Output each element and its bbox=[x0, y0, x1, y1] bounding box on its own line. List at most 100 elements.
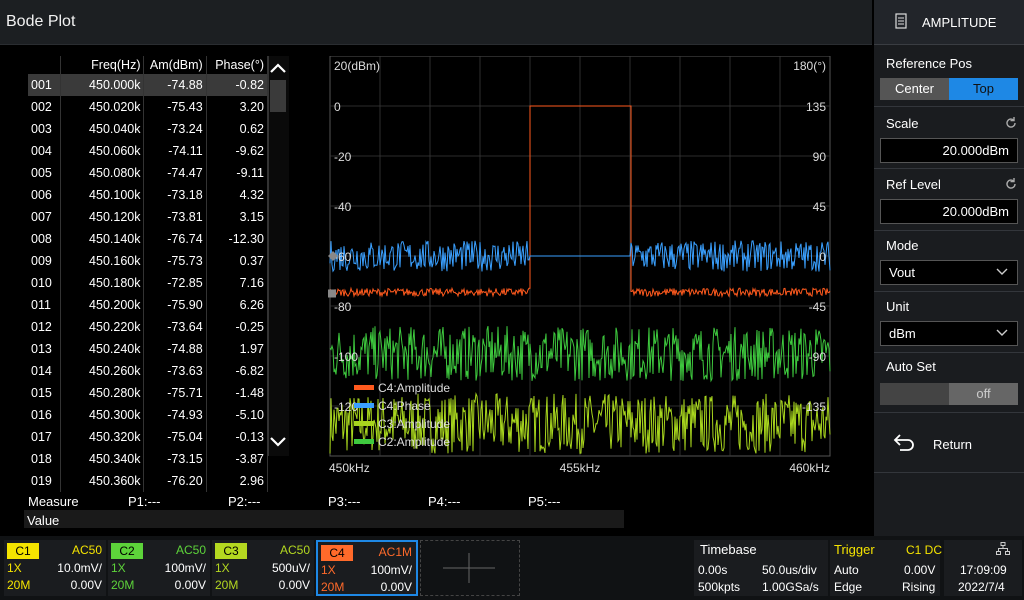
legend-label: C4:Phase bbox=[378, 399, 431, 413]
table-row[interactable]: 019 450.360k -76.20 2.96 bbox=[28, 470, 269, 492]
y-right-tick-label: -135 bbox=[802, 400, 826, 414]
y-right-tick-label: 45 bbox=[813, 200, 827, 214]
left-axis-title: 20(dBm) bbox=[334, 59, 380, 73]
channel-box-c1[interactable]: C1 AC50 1X 10.0mV/20M 0.00V bbox=[4, 540, 106, 596]
clock-date: 2022/7/4 bbox=[958, 580, 1005, 594]
timebase-label: Timebase bbox=[700, 542, 757, 557]
timebase-scale: 50.0us/div bbox=[762, 563, 817, 577]
table-row[interactable]: 015 450.280k -75.71 -1.48 bbox=[28, 382, 269, 404]
add-channel-button[interactable] bbox=[420, 540, 520, 596]
cell-phase: -0.13 bbox=[206, 426, 269, 448]
measure-label: Measure bbox=[28, 494, 79, 509]
channel-tag: C1 bbox=[7, 543, 39, 559]
table-row[interactable]: 002 450.020k -75.43 3.20 bbox=[28, 96, 269, 118]
table-row[interactable]: 018 450.340k -73.15 -3.87 bbox=[28, 448, 269, 470]
table-row[interactable]: 017 450.320k -75.04 -0.13 bbox=[28, 426, 269, 448]
divider bbox=[874, 412, 1024, 413]
table-row[interactable]: 012 450.220k -73.64 -0.25 bbox=[28, 316, 269, 338]
col-header-amplitude: Am(dBm) bbox=[143, 56, 207, 74]
trigger-box[interactable] bbox=[830, 540, 940, 596]
bode-data-table: Freq(Hz) Am(dBm) Phase(°) 001 450.000k -74… bbox=[28, 56, 269, 492]
measure-p5: P5:--- bbox=[528, 494, 561, 509]
cell-phase: 3.20 bbox=[206, 96, 269, 118]
cell-freq: 450.260k bbox=[60, 360, 145, 382]
cell-idx: 002 bbox=[28, 96, 62, 118]
unit-select[interactable]: dBm bbox=[880, 321, 1018, 346]
table-row[interactable]: 005 450.080k -74.47 -9.11 bbox=[28, 162, 269, 184]
cell-idx: 008 bbox=[28, 228, 62, 250]
cell-freq: 450.060k bbox=[60, 140, 145, 162]
legend-label: C4:Amplitude bbox=[378, 381, 450, 395]
table-row[interactable]: 016 450.300k -74.93 -5.10 bbox=[28, 404, 269, 426]
reset-icon[interactable] bbox=[1004, 116, 1018, 130]
x-tick-label: 455kHz bbox=[560, 461, 601, 475]
scale-input[interactable]: 20.000dBm bbox=[880, 138, 1018, 163]
reference-center-option[interactable]: Center bbox=[880, 78, 949, 100]
col-header-freq: Freq(Hz) bbox=[60, 56, 145, 74]
cell-freq: 450.120k bbox=[60, 206, 145, 228]
ref-level-input[interactable]: 20.000dBm bbox=[880, 199, 1018, 224]
mode-select[interactable]: Vout bbox=[880, 260, 1018, 285]
table-scrollbar[interactable] bbox=[268, 56, 289, 456]
reference-top-option[interactable]: Top bbox=[949, 78, 1018, 100]
channel-box-c3[interactable]: C3 AC50 1X 500uV/20M 0.00V bbox=[212, 540, 314, 596]
cell-phase: 1.97 bbox=[206, 338, 269, 360]
x-tick-label: 450kHz bbox=[329, 461, 370, 475]
table-row[interactable]: 007 450.120k -73.81 3.15 bbox=[28, 206, 269, 228]
cell-freq: 450.180k bbox=[60, 272, 145, 294]
channel-scale: 100mV/ bbox=[164, 561, 206, 575]
timebase-box[interactable] bbox=[694, 540, 828, 596]
table-row[interactable]: 014 450.260k -73.63 -6.82 bbox=[28, 360, 269, 382]
table-row[interactable]: 001 450.000k -74.88 -0.82 bbox=[28, 74, 269, 96]
cell-phase: 3.15 bbox=[206, 206, 269, 228]
cell-freq: 450.200k bbox=[60, 294, 145, 316]
cell-freq: 450.240k bbox=[60, 338, 145, 360]
table-row[interactable]: 011 450.200k -75.90 6.26 bbox=[28, 294, 269, 316]
bode-chart[interactable]: 0 -20 -40 -60 -80 -100 -120 135 90 45 0 -45 -90 -135 2… bbox=[328, 56, 832, 476]
cell-freq: 450.360k bbox=[60, 470, 145, 492]
channel-box-c2[interactable]: C2 AC50 1X 100mV/20M 0.00V bbox=[108, 540, 210, 596]
channel-bandwidth: 20M bbox=[321, 580, 345, 594]
channel-probe: 1X bbox=[215, 561, 230, 575]
table-row[interactable]: 004 450.060k -74.11 -9.62 bbox=[28, 140, 269, 162]
channel-probe: 1X bbox=[111, 561, 126, 575]
cell-idx: 017 bbox=[28, 426, 62, 448]
cell-freq: 450.100k bbox=[60, 184, 145, 206]
scale-label: Scale bbox=[886, 116, 919, 131]
cell-phase: -9.11 bbox=[206, 162, 269, 184]
cell-phase: -6.82 bbox=[206, 360, 269, 382]
cell-amp: -73.81 bbox=[143, 206, 207, 228]
divider bbox=[874, 106, 1024, 107]
trigger-slope: Rising bbox=[902, 580, 936, 594]
legend-label: C3:Amplitude bbox=[378, 417, 450, 431]
cell-idx: 018 bbox=[28, 448, 62, 470]
divider bbox=[874, 168, 1024, 169]
channel-coupling: AC50 bbox=[175, 543, 206, 557]
table-row[interactable]: 006 450.100k -73.18 4.32 bbox=[28, 184, 269, 206]
cell-amp: -73.63 bbox=[143, 360, 207, 382]
chevron-down-icon[interactable] bbox=[270, 436, 286, 448]
mode-value: Vout bbox=[889, 265, 916, 280]
table-row[interactable]: 009 450.160k -75.73 0.37 bbox=[28, 250, 269, 272]
channel-bandwidth: 20M bbox=[7, 578, 31, 592]
channel-box-c4[interactable]: C4 AC1M 1X 100mV/20M 0.00V bbox=[316, 540, 418, 596]
cell-idx: 009 bbox=[28, 250, 62, 272]
cell-amp: -74.88 bbox=[143, 74, 207, 96]
cell-freq: 450.080k bbox=[60, 162, 145, 184]
series-c4-amplitude bbox=[329, 105, 831, 299]
table-row[interactable]: 008 450.140k -76.74 -12.30 bbox=[28, 228, 269, 250]
chevron-up-icon[interactable] bbox=[270, 62, 286, 74]
cell-phase: -3.87 bbox=[206, 448, 269, 470]
trigger-mode: Auto bbox=[834, 563, 859, 577]
table-row[interactable]: 010 450.180k -72.85 7.16 bbox=[28, 272, 269, 294]
legend-swatch bbox=[354, 385, 374, 390]
legend-swatch bbox=[354, 403, 374, 408]
table-row[interactable]: 003 450.040k -73.24 0.62 bbox=[28, 118, 269, 140]
cell-freq: 450.000k bbox=[60, 74, 145, 96]
cell-amp: -76.20 bbox=[143, 470, 207, 492]
cell-phase: -9.62 bbox=[206, 140, 269, 162]
table-row[interactable]: 013 450.240k -74.88 1.97 bbox=[28, 338, 269, 360]
value-label: Value bbox=[27, 513, 60, 528]
scroll-thumb[interactable] bbox=[270, 80, 286, 112]
reset-icon[interactable] bbox=[1004, 177, 1018, 191]
